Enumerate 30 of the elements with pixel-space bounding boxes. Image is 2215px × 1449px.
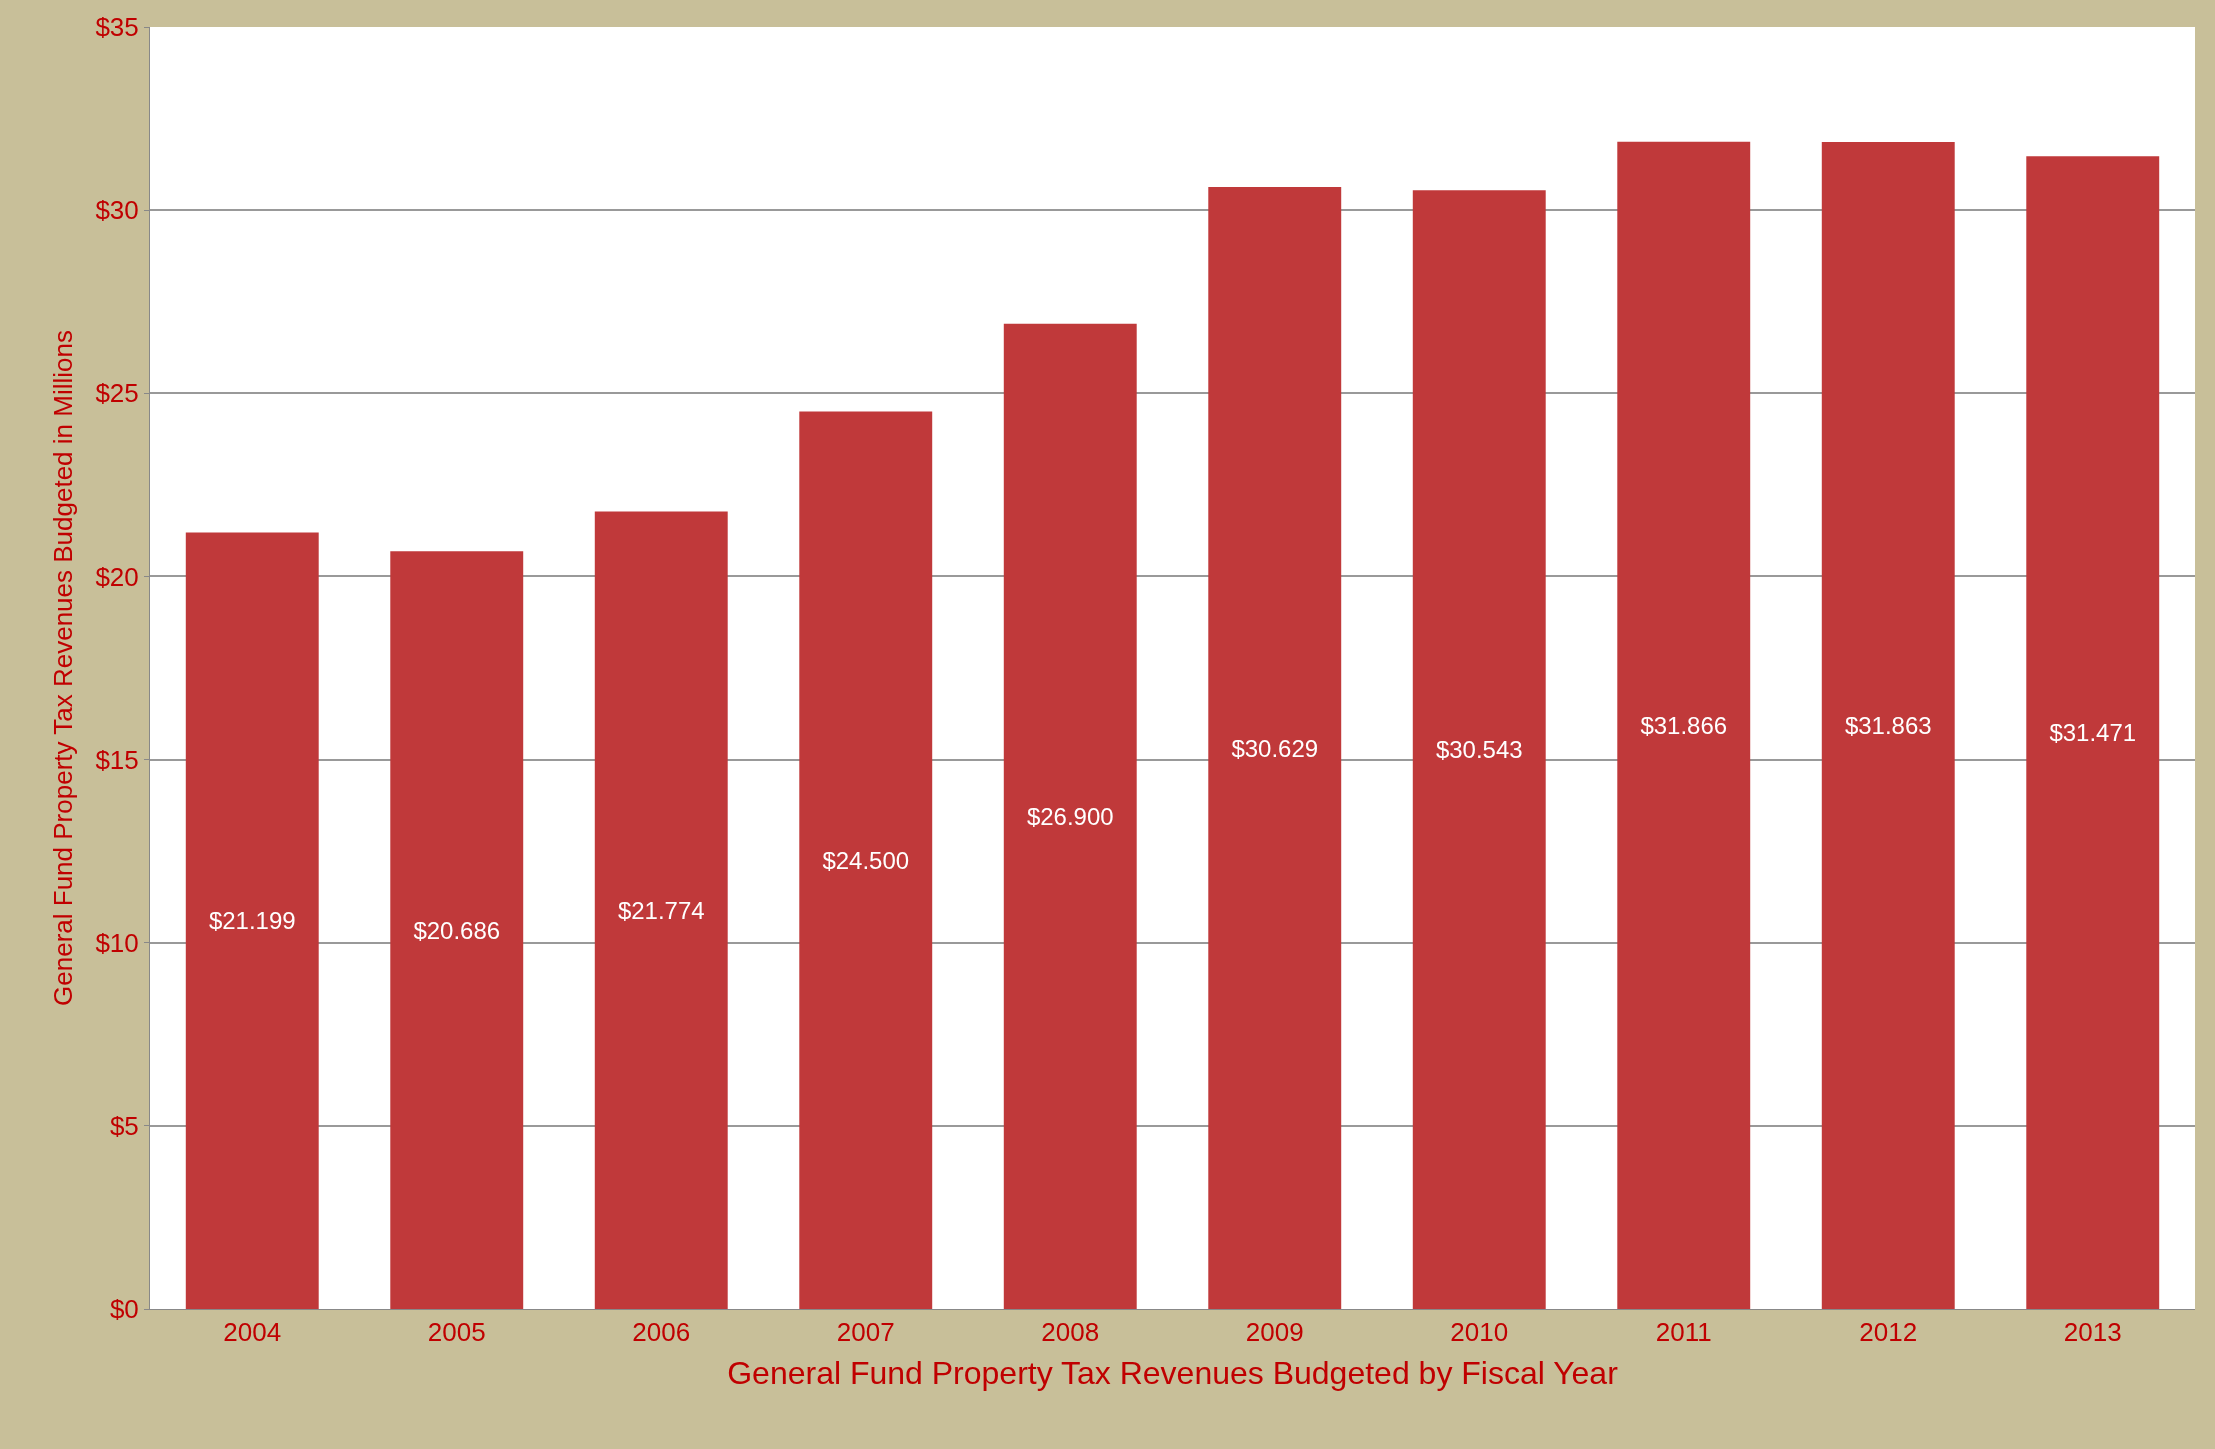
- y-tick-label: $10: [95, 927, 139, 958]
- x-tick-label: 2009: [1245, 1317, 1304, 1348]
- y-tick-label: $0: [109, 1294, 139, 1325]
- data-label: $20.686: [413, 916, 501, 944]
- y-tick-label: $30: [95, 195, 139, 226]
- x-tick-label: 2013: [2063, 1317, 2122, 1348]
- y-tick-label: $5: [109, 1110, 139, 1141]
- data-label: $31.866: [1640, 711, 1728, 739]
- data-label: $21.774: [617, 896, 705, 924]
- x-tick-label: 2004: [223, 1317, 282, 1348]
- x-tick-label: 2008: [1041, 1317, 1100, 1348]
- data-label: $21.199: [208, 907, 296, 935]
- x-axis-title: General Fund Property Tax Revenues Budgeted by Fiscal Year: [727, 1355, 1619, 1392]
- y-axis-title: General Fund Property Tax Revenues Budgeted in Millions: [47, 330, 78, 1006]
- y-tick-label: $35: [95, 12, 139, 43]
- y-tick-label: $25: [95, 378, 139, 409]
- x-tick-label: 2006: [632, 1317, 691, 1348]
- data-label: $30.543: [1435, 736, 1523, 764]
- data-label: $24.500: [822, 846, 910, 874]
- data-label: $31.471: [2049, 719, 2137, 747]
- x-tick-label: 2010: [1450, 1317, 1509, 1348]
- x-tick-label: 2011: [1655, 1317, 1712, 1348]
- data-label: $26.900: [1026, 802, 1114, 830]
- y-tick-label: $20: [95, 561, 139, 592]
- x-tick-label: 2005: [427, 1317, 486, 1348]
- x-tick-label: 2007: [836, 1317, 895, 1348]
- y-tick-label: $15: [95, 744, 139, 775]
- x-tick-label: 2012: [1859, 1317, 1918, 1348]
- data-label: $30.629: [1231, 734, 1319, 762]
- data-label: $31.863: [1844, 711, 1932, 739]
